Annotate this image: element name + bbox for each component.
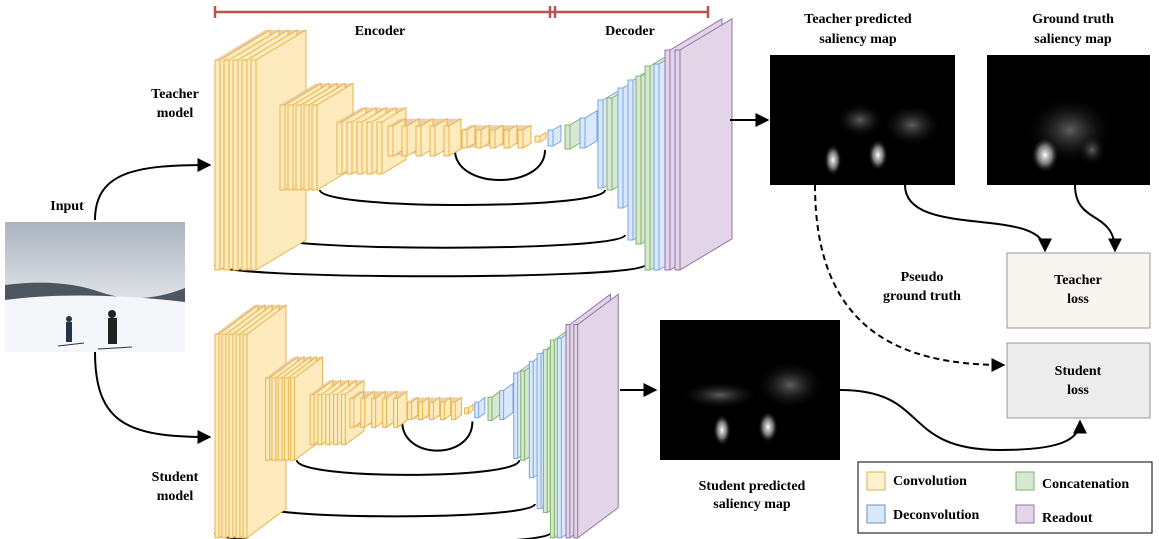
teacher-map-label: saliency map [819, 32, 897, 47]
student-loss-label: Student [1055, 364, 1102, 379]
layer [675, 19, 732, 270]
legend-label: Deconvolution [893, 508, 980, 523]
ground-truth-label: Ground truth [1032, 12, 1114, 27]
student-model-label: Student [152, 470, 199, 485]
teacher-model-label: model [157, 106, 194, 121]
student-map-image [660, 320, 840, 460]
layer [462, 125, 475, 148]
input-label: Input [50, 199, 84, 214]
ground-truth-label: saliency map [1034, 32, 1112, 47]
legend-label: Readout [1042, 511, 1093, 526]
encoder-label: Encoder [355, 24, 406, 39]
teacher-model-label: Teacher [151, 87, 199, 102]
student-map-label: Student predicted [699, 479, 806, 494]
skip-connection [402, 422, 472, 451]
encoder-bar [215, 6, 708, 18]
pseudo-label: Pseudo [901, 270, 944, 285]
teacher-loss-label: loss [1067, 292, 1089, 307]
layer [565, 119, 580, 149]
student-network [215, 294, 618, 539]
legend-label: Concatenation [1042, 477, 1129, 492]
skip-connection [254, 504, 535, 516]
legend: Convolution Concatenation Deconvolution … [858, 462, 1152, 533]
layer [500, 383, 513, 419]
student-loss-box [1007, 343, 1150, 418]
layer [574, 294, 618, 538]
teacher-loss-label: Teacher [1054, 273, 1102, 288]
skip-connection [265, 235, 625, 248]
teacher-network [215, 19, 732, 276]
teacher-map-image [770, 55, 955, 185]
input-image [5, 222, 185, 352]
student-loss-label: loss [1067, 383, 1089, 398]
skip-connection [297, 460, 519, 475]
decoder-label: Decoder [605, 24, 655, 39]
student-map-label: saliency map [713, 497, 791, 512]
skip-connection [215, 265, 645, 276]
layer [475, 397, 485, 417]
ground-truth-image [987, 55, 1150, 185]
teacher-loss-box [1007, 253, 1150, 328]
skip-connection [455, 150, 545, 180]
student-model-label: model [157, 489, 194, 504]
diagram: Encoder Decoder Input Teacher predicted … [0, 0, 1159, 539]
legend-label: Convolution [893, 474, 967, 489]
pseudo-label: ground truth [883, 289, 961, 304]
layer [488, 391, 500, 420]
layer [408, 397, 418, 419]
layer [548, 125, 561, 146]
teacher-map-label: Teacher predicted [804, 12, 912, 27]
skip-connection [320, 190, 605, 205]
layer [580, 111, 597, 148]
skip-connection [215, 533, 550, 539]
